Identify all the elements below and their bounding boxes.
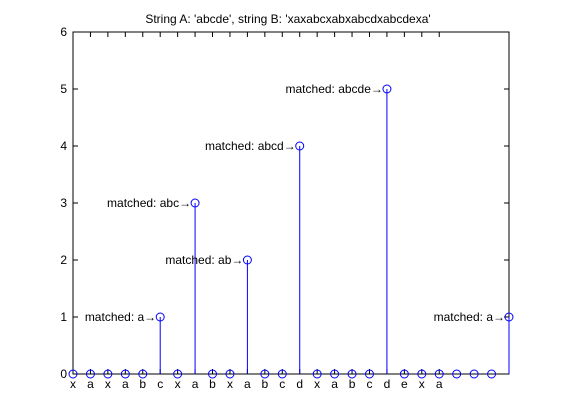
stem-marker — [295, 141, 305, 151]
x-tick-label: b — [139, 377, 146, 391]
stem-marker — [382, 84, 392, 94]
x-tick-label: c — [157, 377, 163, 391]
stem-marker — [504, 312, 514, 322]
x-tick-label: x — [70, 377, 76, 391]
x-tick-label: b — [209, 377, 216, 391]
stem-marker — [120, 369, 130, 379]
y-tick-label: 6 — [60, 25, 67, 39]
x-tick-label: c — [279, 377, 285, 391]
stem-marker — [85, 369, 95, 379]
stem-marker — [260, 369, 270, 379]
stem-marker — [487, 369, 497, 379]
x-tick-label: d — [384, 377, 391, 391]
x-tick-label: a — [192, 377, 199, 391]
stem-marker — [225, 369, 235, 379]
x-tick-label: a — [244, 377, 251, 391]
x-tick-label: x — [105, 377, 111, 391]
stem-marker — [452, 369, 462, 379]
match-annotation: matched: abcd→ — [205, 139, 296, 153]
x-tick-label: a — [122, 377, 129, 391]
chart-title: String A: 'abcde', string B: 'xaxabcxabx… — [145, 12, 430, 26]
x-tick-label: c — [366, 377, 372, 391]
stem-marker — [208, 369, 218, 379]
stem-marker — [434, 369, 444, 379]
x-tick-label: x — [175, 377, 181, 391]
stem-marker — [312, 369, 322, 379]
x-tick-label: a — [436, 377, 443, 391]
match-annotation: matched: ab→ — [165, 253, 243, 267]
match-annotation: matched: abcde→ — [286, 82, 383, 96]
match-annotation: matched: a→ — [434, 310, 505, 324]
x-tick-label: a — [87, 377, 94, 391]
x-tick-label: b — [349, 377, 356, 391]
x-tick-label: x — [227, 377, 233, 391]
stem-marker — [399, 369, 409, 379]
stem-marker — [103, 369, 113, 379]
stem-marker — [173, 369, 183, 379]
match-annotation: matched: a→ — [85, 310, 156, 324]
y-tick-label: 2 — [60, 253, 67, 267]
stem-marker — [330, 369, 340, 379]
stem-marker — [469, 369, 479, 379]
x-tick-label: a — [331, 377, 338, 391]
x-tick-label: x — [314, 377, 320, 391]
x-tick-label: x — [419, 377, 425, 391]
y-tick-label: 0 — [60, 367, 67, 381]
stem-marker — [242, 255, 252, 265]
stem-marker — [190, 198, 200, 208]
match-annotation: matched: abc→ — [107, 196, 191, 210]
y-tick-label: 5 — [60, 82, 67, 96]
x-tick-label: e — [401, 377, 408, 391]
stem-marker — [364, 369, 374, 379]
y-tick-label: 1 — [60, 310, 67, 324]
stem-marker — [417, 369, 427, 379]
x-tick-label: b — [261, 377, 268, 391]
y-tick-label: 3 — [60, 196, 67, 210]
stem-marker — [277, 369, 287, 379]
stem-marker — [155, 312, 165, 322]
stem-marker — [347, 369, 357, 379]
y-tick-label: 4 — [60, 139, 67, 153]
stem-marker — [138, 369, 148, 379]
x-tick-label: d — [296, 377, 303, 391]
stem-marker — [68, 369, 78, 379]
